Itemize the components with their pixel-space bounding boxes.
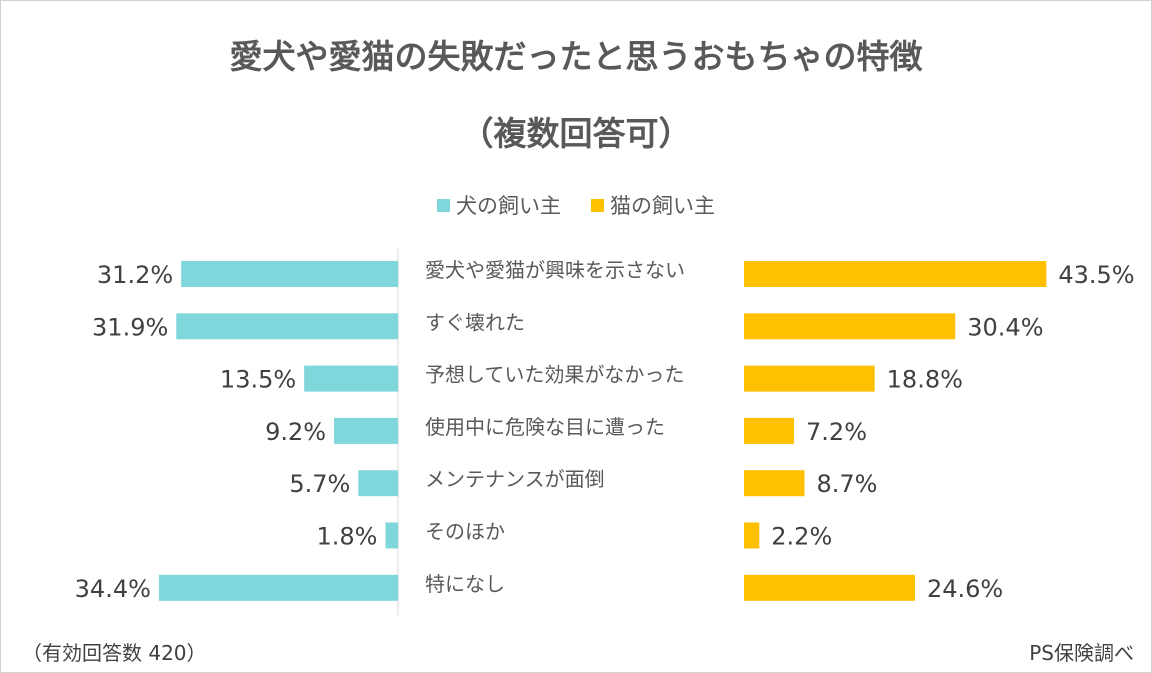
category-label-4: メンテナンスが面倒: [425, 467, 605, 491]
data-label-cat-5: 2.2%: [771, 523, 832, 551]
data-label-dog-0: 31.2%: [97, 261, 173, 289]
source-note: PS保険調べ: [1029, 641, 1134, 665]
bar-dog-3: [334, 417, 398, 444]
legend: 犬の飼い主 猫の飼い主: [0, 190, 1152, 220]
bar-dog-0: [181, 261, 398, 287]
legend-item-dog: 犬の飼い主: [437, 190, 561, 220]
category-label-6: 特になし: [425, 572, 505, 596]
bar-cat-0: [744, 261, 1047, 287]
data-label-dog-4: 5.7%: [289, 470, 350, 498]
data-label-cat-0: 43.5%: [1058, 261, 1134, 289]
data-label-dog-3: 9.2%: [265, 418, 326, 446]
data-label-cat-1: 30.4%: [967, 313, 1043, 341]
legend-swatch-dog: [437, 198, 450, 212]
category-label-1: すぐ壊れた: [425, 310, 525, 334]
category-label-3: 使用中に危険な目に遭った: [425, 415, 665, 439]
chart-subtitle: （複数回答可）: [460, 114, 692, 153]
data-label-dog-2: 13.5%: [220, 366, 296, 394]
data-label-dog-5: 1.8%: [317, 523, 378, 551]
legend-label-dog: 犬の飼い主: [456, 194, 561, 218]
legend-label-cat: 猫の飼い主: [610, 194, 715, 218]
legend-item-cat: 猫の飼い主: [591, 190, 715, 220]
category-label-0: 愛犬や愛猫が興味を示さない: [425, 258, 685, 282]
bar-dog-2: [304, 365, 398, 392]
category-label-2: 予想していた効果がなかった: [425, 363, 684, 387]
bar-cat-4: [744, 470, 805, 497]
chart-title: 愛犬や愛猫の失敗だったと思うおもちゃの特徴: [229, 37, 923, 76]
data-label-cat-2: 18.8%: [887, 366, 963, 394]
bar-cat-3: [744, 417, 795, 444]
legend-swatch-cat: [591, 198, 604, 212]
bar-cat-2: [744, 365, 875, 392]
data-label-dog-1: 31.9%: [92, 313, 168, 341]
data-label-cat-4: 8.7%: [816, 470, 877, 498]
data-label-dog-6: 34.4%: [75, 575, 151, 603]
bar-cat-6: [744, 574, 915, 601]
bar-dog-4: [358, 470, 398, 497]
bar-cat-5: [744, 522, 760, 549]
bar-dog-6: [158, 574, 398, 601]
data-label-cat-3: 7.2%: [806, 418, 867, 446]
data-label-cat-6: 24.6%: [927, 575, 1003, 603]
bar-dog-5: [385, 522, 398, 549]
sample-size-note: （有効回答数 420）: [22, 641, 207, 665]
bar-dog-1: [176, 313, 398, 340]
category-label-5: そのほか: [425, 520, 505, 544]
bar-cat-1: [744, 313, 956, 340]
